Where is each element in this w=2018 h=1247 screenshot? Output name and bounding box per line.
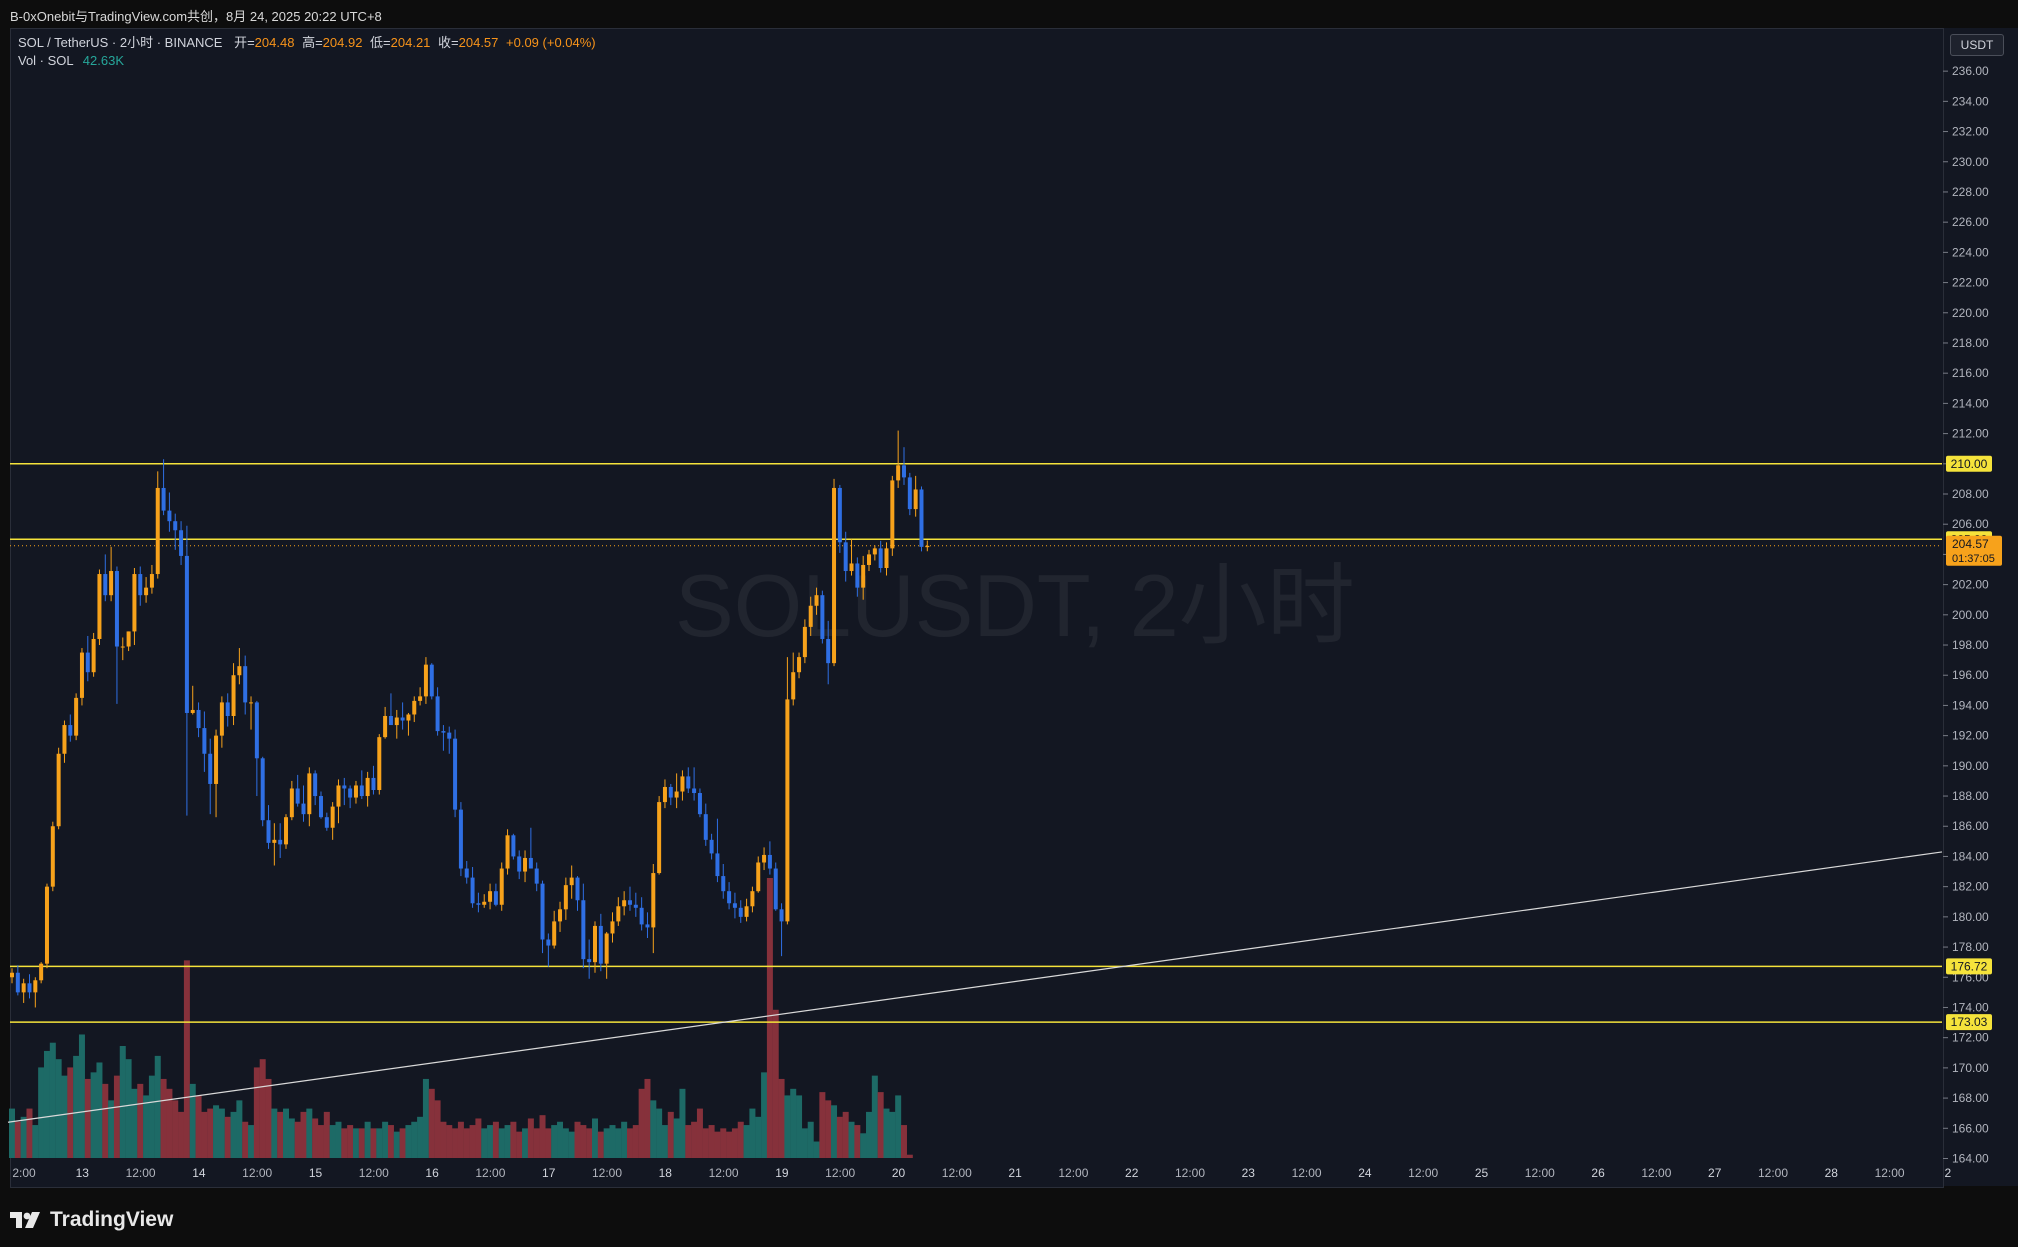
tradingview-logo-icon: [10, 1212, 40, 1228]
legend-symbol[interactable]: SOL / TetherUS · 2小时 · BINANCE: [18, 35, 223, 50]
legend-open-value: 204.48: [254, 35, 295, 50]
legend-low-value: 204.21: [390, 35, 431, 50]
legend-volume-row: Vol · SOL 42.63K: [18, 52, 596, 70]
legend-change: +0.09 (+0.04%): [506, 35, 596, 50]
legend-low-label: 低=: [370, 35, 391, 50]
legend-high-value: 204.92: [322, 35, 363, 50]
legend-open-label: 开=: [234, 35, 255, 50]
legend-volume-value: 42.63K: [82, 53, 124, 68]
tradingview-brand: TradingView: [50, 1208, 174, 1231]
price-axis[interactable]: [1943, 28, 2018, 1186]
legend-ohlc-row: SOL / TetherUS · 2小时 · BINANCE 开=204.48 …: [18, 34, 596, 52]
legend-close-value: 204.57: [458, 35, 499, 50]
legend-high-label: 高=: [302, 35, 323, 50]
currency-selector[interactable]: USDT: [1950, 34, 2004, 56]
chart-share-caption: B-0xOnebit与TradingView.com共创，8月 24, 2025…: [10, 9, 382, 24]
legend-close-label: 收=: [438, 35, 459, 50]
chart-legend: SOL / TetherUS · 2小时 · BINANCE 开=204.48 …: [18, 34, 596, 70]
legend-volume-label[interactable]: Vol · SOL: [18, 53, 74, 68]
symbol-watermark: SOLUSDT, 2小时: [675, 556, 1355, 655]
footer-branding: TradingView: [10, 1205, 173, 1235]
